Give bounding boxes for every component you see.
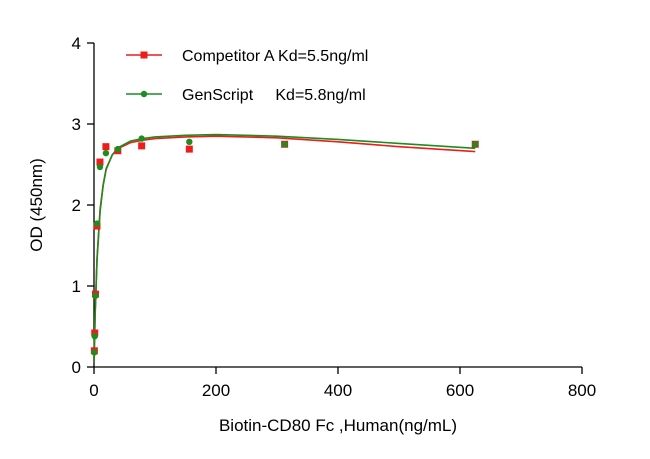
- data-point-series-2: [186, 138, 193, 146]
- legend-marker: [140, 51, 148, 59]
- y-ticks: 0 1 2 3 4: [72, 34, 94, 377]
- x-tick-label: 200: [202, 381, 230, 400]
- x-tick-label: 400: [324, 381, 352, 400]
- data-point-series-2: [91, 333, 98, 340]
- data-point-series-2: [281, 141, 288, 148]
- legend-marker: [140, 90, 148, 98]
- x-tick-label: 0: [89, 381, 98, 400]
- data-point-series-2: [114, 145, 122, 153]
- data-point-series-1: [185, 145, 193, 153]
- data-point-series-1: [91, 329, 99, 337]
- data-point-series-2: [138, 135, 145, 142]
- legend-item: GenScript Kd=5.8ng/ml: [126, 87, 366, 104]
- data-point-series-1: [138, 142, 146, 150]
- x-ticks: 0 200 400 600 800: [89, 367, 596, 400]
- data-points: [90, 135, 479, 356]
- y-tick-label: 3: [72, 115, 81, 134]
- data-point-series-2: [472, 141, 479, 148]
- fit-curve-series-2: [93, 133, 476, 363]
- y-tick-label: 2: [72, 196, 81, 215]
- data-point-series-2: [96, 163, 104, 171]
- fit-curves: [93, 133, 476, 363]
- legend-label: GenScript Kd=5.8ng/ml: [182, 87, 366, 104]
- x-tick-label: 800: [568, 381, 596, 400]
- legend-label: Competitor A Kd=5.5ng/ml: [182, 48, 368, 65]
- data-point-series-1: [96, 158, 104, 166]
- x-tick-label: 600: [446, 381, 474, 400]
- y-tick-label: 1: [72, 277, 81, 296]
- y-tick-label: 0: [72, 358, 81, 377]
- y-tick-label: 4: [72, 34, 81, 53]
- data-point-series-2: [102, 149, 110, 157]
- y-axis-label: OD (450nm): [27, 158, 46, 252]
- data-point-series-2: [93, 220, 101, 227]
- legend: Competitor A Kd=5.5ng/ml GenScript Kd=5.8…: [126, 48, 368, 104]
- x-axis-label: Biotin-CD80 Fc ,Human(ng/mL): [219, 416, 457, 435]
- fit-curve-series-1: [93, 135, 476, 363]
- data-point-series-2: [91, 349, 98, 356]
- data-point-series-1: [102, 143, 110, 151]
- data-point-series-2: [92, 292, 99, 299]
- legend-item: Competitor A Kd=5.5ng/ml: [126, 48, 368, 65]
